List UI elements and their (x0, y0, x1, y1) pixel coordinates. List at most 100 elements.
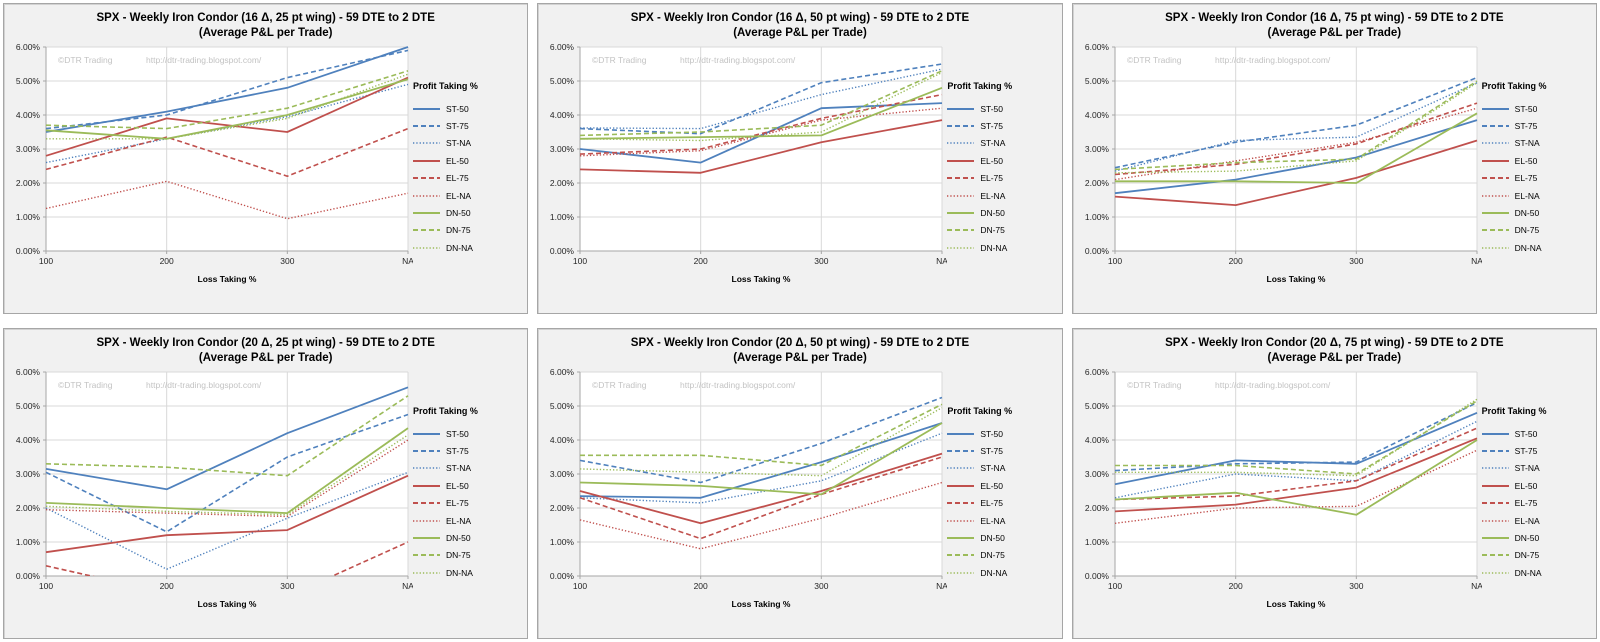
line-plot: 6.00% 5.00% 4.00% 3.00% 2.00% 1.00% 0.00%100 20… (1085, 367, 1482, 609)
legend-line-sample (413, 194, 440, 197)
legend-item-label: ST-NA (446, 463, 472, 474)
legend-line-sample (1481, 502, 1509, 505)
legend-line-sample (947, 229, 975, 232)
y-tick-label: 1.00% (1085, 212, 1110, 222)
series-line-EL-NA (1114, 449, 1477, 524)
series-line-EL-50 (1114, 437, 1477, 513)
series-line-ST-75 (580, 396, 943, 484)
legend-line-sample (947, 484, 975, 487)
legend-title: Profit Taking % (947, 406, 1013, 416)
y-tick-label: 4.00% (1085, 435, 1110, 445)
series-group (1114, 76, 1478, 207)
series-line-EL-75 (45, 127, 409, 177)
legend-item-label: DN-50 (446, 208, 471, 219)
y-tick-label: 4.00% (550, 110, 575, 120)
x-tick-label: 100 (573, 581, 587, 591)
legend-item: DN-50 (413, 529, 517, 546)
legend-item: ST-NA (947, 135, 1051, 152)
x-tick-label: 100 (1108, 256, 1122, 266)
x-tick-label: NA (936, 581, 947, 591)
legend-item: DN-NA (1481, 239, 1586, 256)
chart-content: 6.00% 5.00% 4.00% 3.00% 2.00% 1.00% 0.00% 100 20… (538, 366, 1061, 616)
watermark-copyright: ©DTR Trading (592, 55, 647, 65)
legend-item-label: ST-50 (1514, 103, 1538, 114)
legend-line-sample (413, 212, 440, 215)
legend-item-label: EL-NA (1514, 190, 1540, 201)
legend-item-label: DN-50 (1514, 533, 1540, 544)
series-line-DN-NA (580, 407, 943, 477)
legend-item-label: EL-75 (446, 498, 469, 509)
line-plot: 6.00% 5.00% 4.00% 3.00% 2.00% 1.00% 0.00%100 20… (16, 367, 413, 609)
legend-item: EL-NA (413, 187, 517, 204)
legend-item: DN-50 (1481, 204, 1586, 221)
series-line-DN-75 (45, 395, 409, 477)
legend-item-label: EL-NA (446, 190, 472, 201)
x-tick-label: 200 (1228, 256, 1242, 266)
series-line-DN-50 (580, 422, 943, 496)
series-group (1114, 398, 1478, 524)
legend-item: ST-50 (947, 425, 1051, 442)
x-tick-label: 300 (815, 581, 829, 591)
chart-panel: SPX - Weekly Iron Condor (16 Δ, 75 pt wi… (1071, 3, 1597, 314)
series-line-EL-75 (580, 93, 943, 155)
x-tick-label: 200 (160, 256, 174, 266)
x-axis-title: Loss Taking % (1266, 274, 1325, 284)
legend-line-sample (413, 450, 440, 453)
chart-subtitle: (Average P&L per Trade) (733, 352, 867, 364)
legend-item-label: ST-NA (980, 463, 1006, 474)
legend-line-sample (947, 450, 975, 453)
legend-title: Profit Taking % (413, 406, 478, 416)
x-tick-label: 100 (1108, 581, 1122, 591)
chart-panel: SPX - Weekly Iron Condor (20 Δ, 75 pt wi… (1071, 328, 1597, 639)
legend-line-sample (947, 159, 975, 162)
x-tick-label: NA (402, 581, 413, 591)
legend-item-label: ST-50 (446, 428, 469, 439)
y-tick-label: 0.00% (16, 246, 41, 256)
legend-line-sample (413, 229, 440, 232)
legend-item-label: DN-75 (446, 550, 471, 561)
y-tick-label: 3.00% (550, 144, 575, 154)
y-tick-label: 2.00% (550, 178, 575, 188)
legend-line-sample (947, 125, 975, 128)
legend-line-sample (1481, 467, 1509, 470)
chart-content: 6.00% 5.00% 4.00% 3.00% 2.00% 1.00% 0.00% 100 20… (538, 41, 1061, 291)
legend-item-label: EL-50 (980, 155, 1004, 166)
legend-line-sample (1481, 432, 1509, 435)
series-line-DN-50 (45, 427, 409, 515)
legend: Profit Taking % ST-50 ST-75 ST-NA EL-50 EL-7… (413, 81, 517, 257)
legend-item-label: DN-NA (1514, 567, 1542, 578)
legend: Profit Taking % ST-50 ST-75 ST-NA EL-50 EL-7… (1481, 81, 1586, 257)
x-axis-title: Loss Taking % (732, 274, 791, 284)
legend-item: EL-NA (1481, 187, 1586, 204)
x-tick-label: 200 (1228, 581, 1242, 591)
legend-item-label: DN-NA (446, 242, 473, 253)
legend-item: ST-NA (1481, 135, 1586, 152)
y-tick-label: 3.00% (1085, 144, 1110, 154)
legend-item: EL-50 (413, 477, 517, 494)
legend-item: EL-75 (1481, 495, 1586, 512)
legend-item: EL-50 (947, 152, 1051, 169)
legend-item-label: EL-75 (446, 173, 469, 184)
chart-subtitle: (Average P&L per Trade) (198, 352, 333, 364)
legend-title: Profit Taking % (947, 81, 1013, 91)
legend-item-label: EL-50 (980, 480, 1004, 491)
legend-line-sample (1481, 177, 1509, 180)
chart-subtitle: (Average P&L per Trade) (1267, 27, 1402, 39)
legend-line-sample (413, 502, 440, 505)
legend-item-label: ST-50 (980, 103, 1004, 114)
watermark-copyright: ©DTR Trading (58, 55, 113, 65)
legend-line-sample (1481, 107, 1509, 110)
chart-subtitle: (Average P&L per Trade) (198, 27, 333, 39)
watermark-copyright: ©DTR Trading (1127, 380, 1182, 390)
x-tick-label: 300 (1349, 256, 1363, 266)
y-tick-label: 4.00% (16, 110, 41, 120)
legend-item: ST-75 (947, 442, 1051, 459)
legend-item-label: DN-50 (1514, 208, 1540, 219)
x-axis-title: Loss Taking % (198, 274, 257, 284)
legend-line-sample (413, 554, 440, 557)
watermark-url: http://dtr-trading.blogspot.com/ (1215, 55, 1331, 65)
legend-item: ST-NA (947, 460, 1051, 477)
chart-panel: SPX - Weekly Iron Condor (16 Δ, 50 pt wi… (537, 3, 1063, 314)
legend-item-label: DN-75 (446, 225, 471, 236)
y-tick-label: 1.00% (1085, 537, 1110, 547)
